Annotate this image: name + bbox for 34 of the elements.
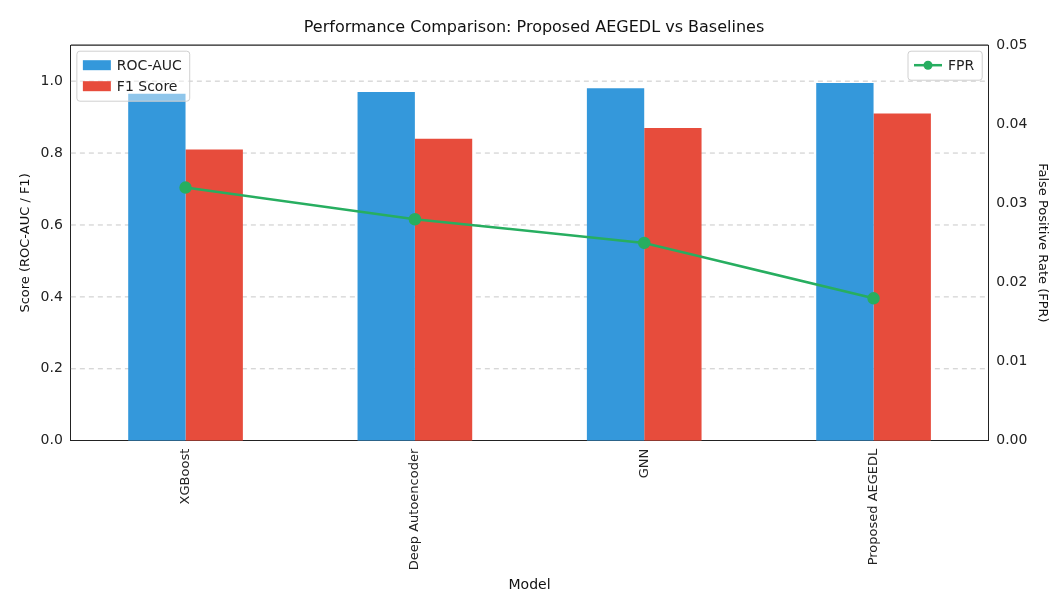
- legend-label: ROC-AUC: [116, 56, 182, 73]
- y-tick-label: 1.0: [40, 71, 63, 88]
- bar: [873, 113, 931, 441]
- y-axis-title: Score (ROC-AUC / F1): [17, 173, 33, 313]
- bar: [357, 91, 415, 441]
- bar: [644, 127, 702, 441]
- bar: [586, 88, 645, 441]
- x-tick-label: XGBoost: [176, 448, 192, 505]
- y-tick-label: 0.2: [40, 359, 63, 376]
- y2-tick-label: 0.00: [996, 431, 1028, 448]
- bar: [414, 138, 473, 441]
- x-tick-label: Deep Autoencoder: [406, 448, 422, 571]
- x-tick-label: GNN: [635, 448, 651, 479]
- x-axis-title: Model: [508, 576, 551, 593]
- y2-tick-label: 0.04: [996, 114, 1028, 131]
- point: [179, 181, 192, 194]
- y2-tick-label: 0.02: [996, 273, 1028, 290]
- y2-axis-title: False Positive Rate (FPR): [1035, 163, 1051, 323]
- bar: [185, 149, 243, 441]
- x-tick-label: Proposed AEGEDL: [864, 447, 880, 566]
- point: [867, 292, 880, 305]
- y-tick-label: 0.8: [40, 143, 63, 160]
- y2-tick-label: 0.05: [996, 35, 1028, 52]
- y-tick-label: 0.0: [40, 431, 63, 448]
- bar: [816, 82, 874, 441]
- y2-tick-label: 0.01: [996, 352, 1028, 369]
- legend-label: F1 Score: [116, 77, 178, 94]
- y-tick-label: 0.4: [40, 287, 63, 304]
- legend-label: FPR: [948, 56, 975, 73]
- chart-title: Performance Comparison: Proposed AEGEDL vs Baselines: [303, 16, 765, 36]
- y-tick-label: 0.6: [40, 215, 63, 232]
- y2-tick-label: 0.03: [996, 194, 1028, 211]
- point: [637, 236, 651, 250]
- point: [408, 212, 422, 226]
